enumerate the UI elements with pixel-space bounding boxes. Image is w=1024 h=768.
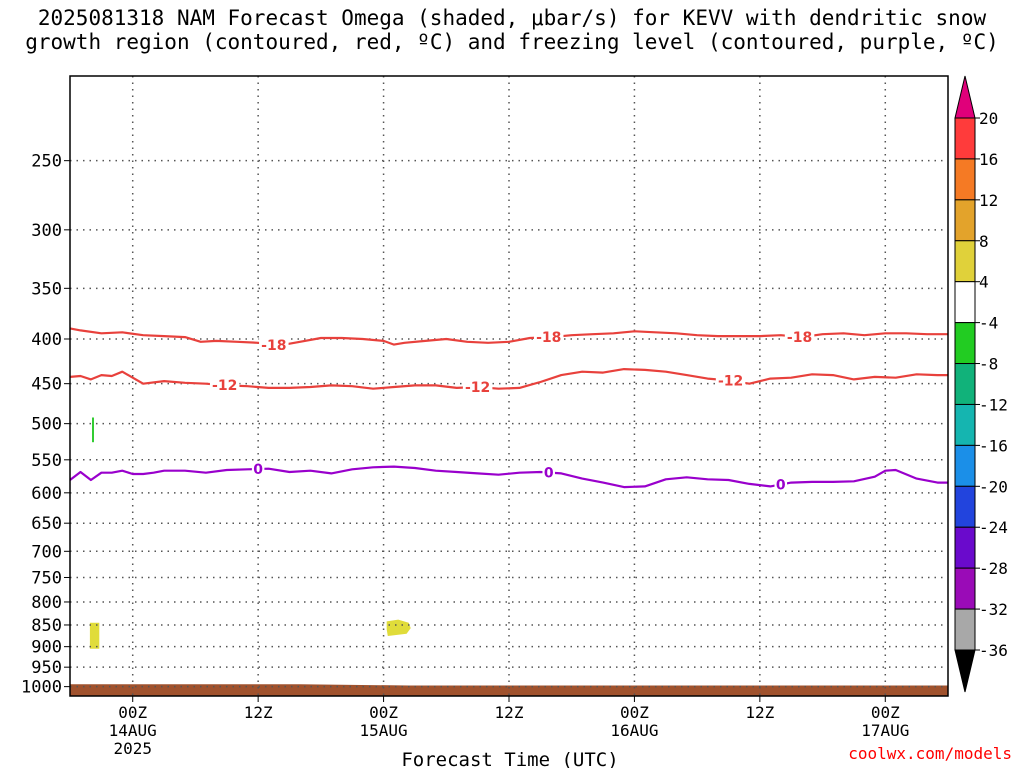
colorbar-tick-label-12: -32 <box>979 600 1008 619</box>
contour-label--12-0: -12 <box>212 378 237 394</box>
y-tick-label-700: 700 <box>31 542 62 562</box>
contour-label--18-0: -18 <box>261 338 286 354</box>
colorbar-swatch-5 <box>954 322 976 365</box>
colorbar-tick-label-11: -28 <box>979 559 1008 578</box>
colorbar-swatch-9 <box>954 485 976 528</box>
colorbar-swatch-4 <box>954 281 976 324</box>
colorbar-swatch-10 <box>954 526 976 569</box>
x-tick-label-36-0: 12Z <box>244 703 273 722</box>
contour-label-bg-0-1 <box>542 464 555 481</box>
x-tick-label-48-0: 00Z <box>369 703 398 722</box>
y-tick-label-400: 400 <box>31 330 62 350</box>
plot-frame <box>69 75 949 697</box>
x-tick-label-84-0: 12Z <box>745 703 774 722</box>
colorbar-bottom-arrow <box>954 649 976 693</box>
x-tick-label-96-0: 00Z <box>871 703 900 722</box>
colorbar-tick-label-9: -20 <box>979 477 1008 496</box>
omega-shaded-region-1 <box>386 619 411 636</box>
colorbar-tick-label-5: -4 <box>979 314 998 333</box>
y-tick-label-550: 550 <box>31 451 62 471</box>
x-tick-label-96-1: 17AUG <box>861 721 909 740</box>
contour-label-bg--18-2 <box>784 328 815 345</box>
y-tick-label-500: 500 <box>31 415 62 435</box>
y-tick-label-450: 450 <box>31 375 62 395</box>
y-tick-label-350: 350 <box>31 279 62 299</box>
y-tick-label-300: 300 <box>31 221 62 241</box>
contour-lines: -18 -18 -18 -12 -12 -12 0 0 0 <box>69 327 948 494</box>
contour-label-bg--18-0 <box>259 336 289 353</box>
colorbar-tick-label-1: 16 <box>979 150 998 169</box>
colorbar-swatch-7 <box>954 403 976 446</box>
y-tick-label-250: 250 <box>31 152 62 172</box>
omega-shading <box>89 417 411 649</box>
colorbar-swatch-2 <box>954 199 976 242</box>
axes: 2503003504004505005506006507007508008509… <box>21 75 949 758</box>
y-tick-label-600: 600 <box>31 484 62 504</box>
x-tick-label-24-0: 00Z <box>118 703 147 722</box>
omega-shaded-region-0 <box>89 622 100 649</box>
colorbar-tick-label-8: -16 <box>979 436 1008 455</box>
terrain-fill <box>70 684 948 696</box>
y-tick-label-800: 800 <box>31 593 62 613</box>
contour-label-0-1: 0 <box>544 466 554 482</box>
credit-text: coolwx.com/models <box>848 744 1012 763</box>
contour-label-bg-0-0 <box>251 461 265 478</box>
x-tick-label-24-2: 2025 <box>113 739 152 758</box>
colorbar-tick-label-13: -36 <box>979 641 1008 660</box>
contour-label--18-2: -18 <box>787 330 812 346</box>
contour-label-bg--12-2 <box>715 372 746 389</box>
colorbar-tick-label-2: 12 <box>979 191 998 210</box>
colorbar-swatch-1 <box>954 158 976 201</box>
terrain-area <box>70 684 948 696</box>
colorbar-tick-label-0: 20 <box>979 109 998 128</box>
colorbar-tick-label-6: -8 <box>979 355 998 374</box>
contour-label-bg--12-0 <box>209 377 240 394</box>
y-tick-label-900: 900 <box>31 638 62 658</box>
colorbar-swatch-3 <box>954 240 976 283</box>
title-line-2: growth region (contoured, red, ºC) and f… <box>25 30 999 54</box>
y-tick-label-950: 950 <box>31 658 62 678</box>
x-tick-label-72-0: 00Z <box>620 703 649 722</box>
chart-title: 2025081318 NAM Forecast Omega (shaded, μ… <box>0 6 1024 54</box>
colorbar-swatch-11 <box>954 567 976 610</box>
x-tick-label-60-0: 12Z <box>495 703 524 722</box>
colorbar-swatch-12 <box>954 608 976 651</box>
colorbar-tick-label-3: 8 <box>979 232 989 251</box>
colorbar-swatch-0 <box>954 117 976 160</box>
y-tick-label-1000: 1000 <box>21 678 62 698</box>
colorbar-swatch-8 <box>954 444 976 487</box>
contour-label-bg-0-2 <box>774 476 788 493</box>
y-tick-label-850: 850 <box>31 616 62 636</box>
y-tick-label-650: 650 <box>31 514 62 534</box>
grid-lines <box>70 76 948 696</box>
contour-label-0-0: 0 <box>253 462 263 478</box>
contour-label-bg--12-1 <box>462 379 493 396</box>
x-tick-label-48-1: 15AUG <box>359 721 407 740</box>
colorbar-tick-label-4: 4 <box>979 273 989 292</box>
x-tick-label-72-1: 16AUG <box>610 721 658 740</box>
colorbar-tick-label-10: -24 <box>979 518 1008 537</box>
colorbar-top-arrow <box>954 75 976 119</box>
contour-label--12-2: -12 <box>718 374 743 390</box>
contour-line-0 <box>69 465 948 489</box>
x-tick-label-24-1: 14AUG <box>109 721 157 740</box>
contour-label-0-2: 0 <box>776 478 786 494</box>
omega-shaded-region-2 <box>92 417 94 443</box>
contour-label--18-1: -18 <box>536 330 561 346</box>
colorbar-tick-label-7: -12 <box>979 395 1008 414</box>
colorbar-swatch-6 <box>954 363 976 405</box>
y-tick-label-750: 750 <box>31 568 62 588</box>
x-axis-label: Forecast Time (UTC) <box>401 749 618 768</box>
title-line-1: 2025081318 NAM Forecast Omega (shaded, μ… <box>37 6 987 30</box>
contour-label-bg--18-1 <box>533 329 564 346</box>
contour-label--12-1: -12 <box>465 380 490 396</box>
contour-line--12 <box>69 368 948 390</box>
colorbar: 20 16 12 8 4 -4 -8 -12 -16 -20 -24 -28 -32 -36 <box>954 75 1008 693</box>
